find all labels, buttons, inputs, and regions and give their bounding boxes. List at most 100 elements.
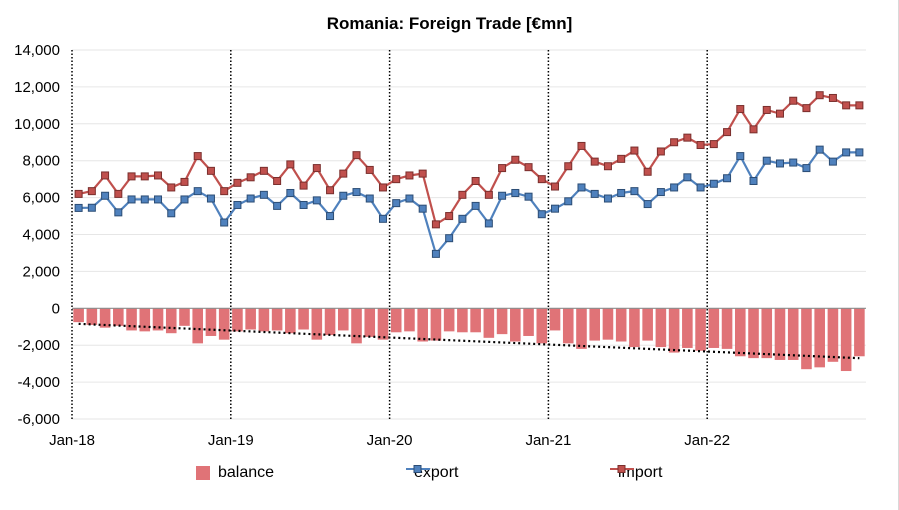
balance-bar bbox=[99, 308, 111, 328]
export-marker bbox=[167, 209, 176, 218]
import-marker bbox=[723, 128, 732, 137]
import-marker bbox=[392, 175, 401, 184]
import-marker bbox=[405, 171, 414, 180]
balance-bar bbox=[298, 308, 309, 330]
balance-bar bbox=[748, 308, 759, 359]
import-marker bbox=[167, 183, 176, 192]
balance-bar bbox=[576, 308, 587, 349]
export-marker bbox=[259, 190, 268, 199]
export-marker bbox=[326, 212, 335, 221]
export-marker bbox=[775, 159, 784, 168]
import-marker bbox=[378, 183, 387, 192]
balance-bar bbox=[232, 308, 243, 332]
balance-bar bbox=[139, 308, 151, 332]
balance-bar bbox=[682, 308, 693, 348]
balance-bar bbox=[602, 308, 614, 340]
import-marker bbox=[577, 141, 586, 150]
balance-bar bbox=[390, 308, 402, 333]
y-tick-label: -6,000 bbox=[17, 411, 60, 428]
export-marker bbox=[723, 174, 732, 183]
export-marker bbox=[299, 200, 308, 209]
import-marker bbox=[617, 154, 626, 163]
export-marker bbox=[789, 158, 798, 167]
balance-bar bbox=[271, 308, 283, 331]
y-tick-label: 10,000 bbox=[14, 116, 60, 133]
balance-bar bbox=[218, 308, 230, 340]
import-marker bbox=[101, 171, 110, 180]
import-marker bbox=[339, 169, 348, 178]
legend-label-balance: balance bbox=[218, 464, 275, 481]
export-marker bbox=[855, 148, 864, 157]
export-marker bbox=[551, 204, 560, 213]
y-tick-label: 14,000 bbox=[14, 42, 60, 59]
export-marker bbox=[736, 152, 745, 161]
balance-bar bbox=[179, 308, 190, 326]
balance-bar bbox=[827, 308, 839, 362]
balance-bar bbox=[496, 308, 508, 335]
export-marker bbox=[683, 173, 692, 182]
y-tick-label: 6,000 bbox=[22, 190, 60, 207]
import-marker bbox=[815, 91, 824, 100]
balance-bar bbox=[324, 308, 336, 336]
export-marker bbox=[603, 194, 612, 203]
import-marker bbox=[643, 167, 652, 176]
import-marker bbox=[524, 163, 533, 172]
export-marker bbox=[312, 196, 321, 205]
balance-bar bbox=[470, 308, 481, 333]
export-marker bbox=[709, 179, 718, 188]
import-marker bbox=[127, 172, 136, 181]
import-marker bbox=[484, 190, 493, 199]
balance-bar bbox=[245, 308, 256, 330]
y-tick-label: 12,000 bbox=[14, 79, 60, 96]
export-marker bbox=[352, 188, 361, 197]
export-marker bbox=[828, 157, 837, 166]
export-marker bbox=[749, 176, 758, 185]
balance-bar bbox=[417, 308, 428, 342]
balance-bar bbox=[562, 308, 574, 344]
balance-bar bbox=[113, 308, 124, 326]
export-marker bbox=[206, 194, 215, 203]
y-tick-label: 2,000 bbox=[22, 263, 60, 280]
export-marker bbox=[762, 156, 771, 165]
x-tick-label: Jan-19 bbox=[208, 432, 254, 449]
balance-bar bbox=[549, 308, 561, 331]
import-marker bbox=[180, 177, 189, 186]
export-marker bbox=[471, 201, 480, 210]
import-marker bbox=[445, 212, 454, 221]
y-tick-label: -4,000 bbox=[17, 374, 60, 391]
export-marker bbox=[802, 164, 811, 173]
import-marker bbox=[206, 166, 215, 175]
import-marker bbox=[709, 140, 718, 149]
balance-bar bbox=[364, 308, 376, 337]
export-marker bbox=[392, 199, 401, 208]
balance-bar bbox=[337, 308, 349, 331]
balance-bar bbox=[165, 308, 177, 334]
balance-bar bbox=[629, 308, 640, 348]
x-tick-label: Jan-18 bbox=[49, 432, 95, 449]
balance-bar bbox=[351, 308, 362, 344]
export-marker bbox=[498, 191, 507, 200]
import-marker bbox=[299, 181, 308, 190]
balance-bar bbox=[708, 308, 720, 348]
export-marker bbox=[484, 219, 493, 228]
balance-bar bbox=[615, 308, 627, 342]
export-marker bbox=[286, 188, 295, 197]
balance-bar bbox=[404, 308, 415, 332]
import-marker bbox=[537, 175, 546, 184]
import-marker bbox=[326, 186, 335, 195]
export-marker bbox=[617, 188, 626, 197]
import-marker bbox=[498, 164, 507, 173]
import-marker bbox=[775, 109, 784, 118]
balance-bar bbox=[774, 308, 786, 360]
balance-bar bbox=[787, 308, 799, 360]
balance-bar bbox=[73, 308, 84, 323]
import-marker bbox=[789, 96, 798, 105]
export-marker bbox=[656, 188, 665, 197]
balance-bar bbox=[668, 308, 680, 353]
import-marker bbox=[140, 172, 149, 181]
import-marker bbox=[471, 176, 480, 185]
export-marker bbox=[365, 194, 374, 203]
import-marker bbox=[855, 101, 864, 110]
export-marker bbox=[246, 194, 255, 203]
export-marker bbox=[273, 201, 282, 210]
